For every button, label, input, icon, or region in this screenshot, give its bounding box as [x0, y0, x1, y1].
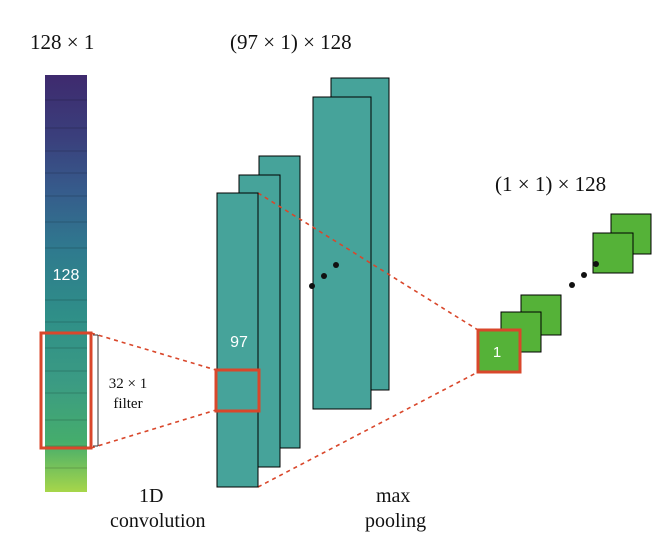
pool-output-map-front — [476, 328, 522, 374]
conv-feature-map — [312, 96, 372, 410]
pool-length-label: 1 — [493, 344, 501, 361]
conv-step-label-line2: convolution — [110, 510, 206, 532]
filter-size-label: 32 × 1 — [109, 376, 147, 392]
conv-step-label-line1: 1D — [139, 485, 164, 507]
conv-connector-lines — [90, 332, 217, 449]
conv-ellipsis — [309, 262, 339, 289]
pool-step-label-line1: max — [376, 485, 411, 507]
input-length-label: 128 — [53, 267, 80, 284]
pool-output-map — [592, 232, 634, 274]
conv-output-shape-label: (97 × 1) × 128 — [230, 30, 352, 54]
filter-highlight — [39, 331, 93, 450]
pool-step-label-line2: pooling — [365, 510, 427, 532]
pool-output-shape-label: (1 × 1) × 128 — [495, 172, 607, 196]
conv-feature-map-front — [216, 192, 259, 488]
input-vector-stripes — [45, 99, 87, 469]
pool-ellipsis — [569, 261, 599, 288]
conv-receptive-highlight — [214, 368, 261, 413]
conv-length-label: 97 — [230, 334, 248, 351]
filter-bracket — [93, 334, 99, 447]
pool-connector-lines — [257, 192, 479, 488]
filter-word-label: filter — [113, 396, 142, 412]
input-vector — [45, 75, 87, 492]
input-shape-label: 128 × 1 — [30, 30, 95, 54]
